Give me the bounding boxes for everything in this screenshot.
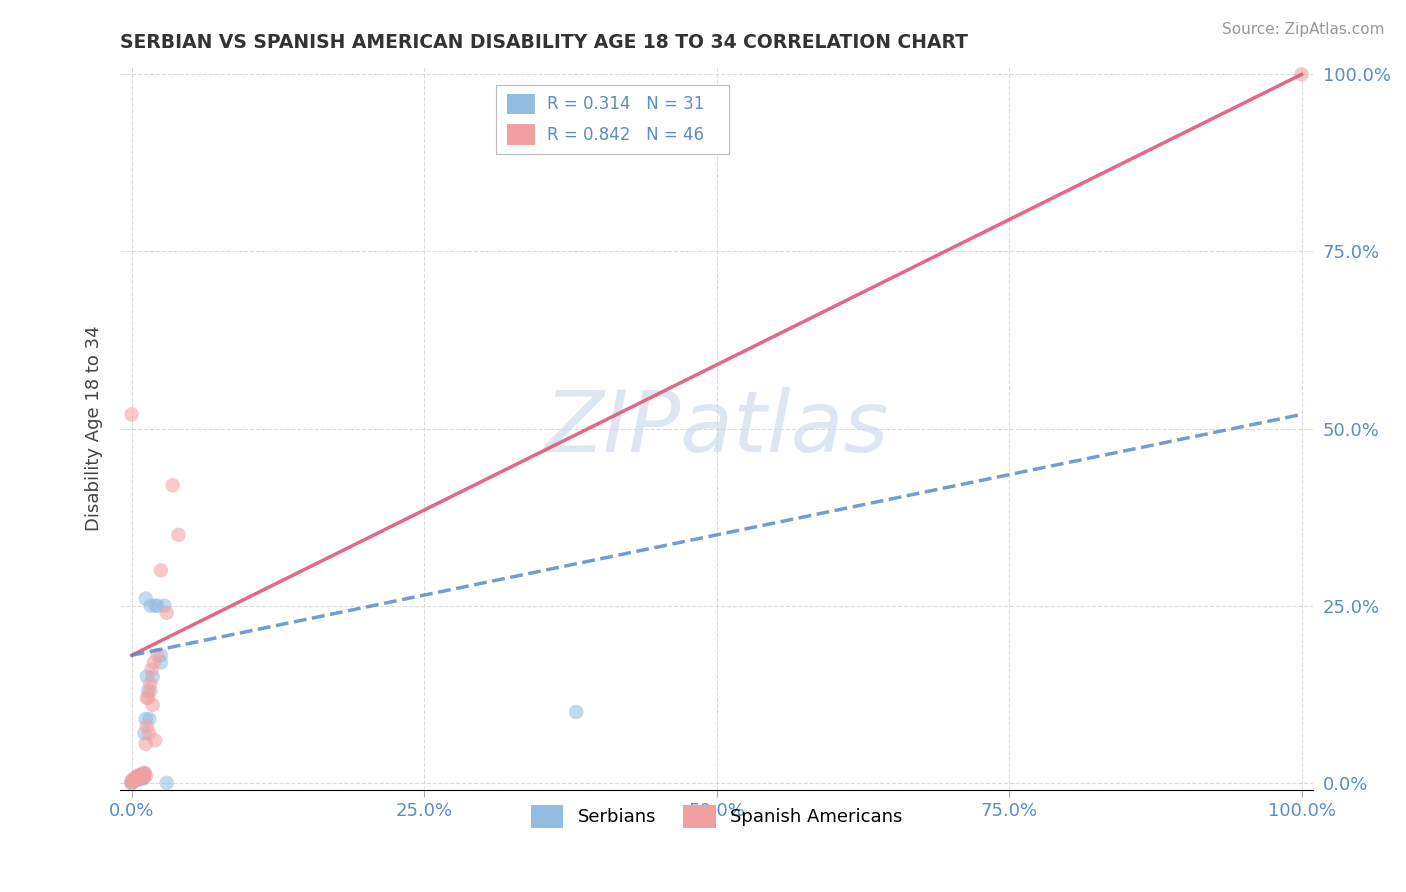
Point — [156, 606, 179, 620]
Point — [122, 772, 145, 787]
Point — [143, 733, 166, 747]
Point — [132, 767, 155, 781]
Point — [129, 770, 152, 784]
Point — [128, 772, 150, 786]
Point — [143, 599, 166, 613]
Point — [135, 719, 157, 733]
Point — [162, 478, 184, 492]
Point — [127, 772, 149, 786]
Point — [139, 599, 162, 613]
Point — [127, 772, 149, 787]
Point — [121, 773, 143, 788]
Point — [128, 772, 150, 786]
Point — [121, 776, 143, 790]
Point — [141, 663, 163, 677]
Point — [135, 712, 157, 726]
Point — [149, 563, 172, 577]
Point — [124, 772, 146, 787]
Text: ZIPatlas: ZIPatlas — [544, 387, 889, 470]
Point — [128, 769, 150, 783]
Point — [134, 726, 156, 740]
Point — [131, 770, 153, 784]
Point — [129, 771, 152, 785]
Point — [142, 656, 165, 670]
Point — [132, 766, 155, 780]
Point — [127, 769, 149, 783]
Point — [136, 690, 159, 705]
Point — [132, 771, 155, 785]
Point — [127, 770, 149, 784]
Point — [134, 766, 156, 780]
Point — [131, 767, 153, 781]
Point — [128, 771, 150, 785]
Point — [142, 669, 165, 683]
Point — [122, 773, 145, 788]
Point — [134, 765, 156, 780]
Point — [127, 772, 149, 786]
Legend: Serbians, Spanish Americans: Serbians, Spanish Americans — [523, 797, 910, 835]
Point — [153, 599, 176, 613]
Point — [124, 772, 146, 787]
Point — [565, 705, 588, 719]
Point — [138, 712, 160, 726]
Point — [149, 656, 172, 670]
Point — [125, 770, 148, 784]
Point — [135, 737, 157, 751]
Point — [125, 771, 148, 785]
Point — [146, 599, 169, 613]
Point — [121, 772, 143, 787]
Text: SERBIAN VS SPANISH AMERICAN DISABILITY AGE 18 TO 34 CORRELATION CHART: SERBIAN VS SPANISH AMERICAN DISABILITY A… — [120, 33, 967, 52]
Point — [128, 771, 150, 785]
Point — [121, 776, 143, 790]
Point — [129, 768, 152, 782]
Point — [121, 776, 143, 790]
Point — [129, 771, 152, 785]
Point — [139, 676, 162, 690]
Point — [135, 669, 157, 683]
Point — [135, 591, 157, 606]
Point — [142, 698, 165, 712]
Point — [167, 528, 190, 542]
Point — [131, 768, 153, 782]
Text: Source: ZipAtlas.com: Source: ZipAtlas.com — [1222, 22, 1385, 37]
Point — [122, 772, 145, 786]
Point — [124, 772, 146, 787]
Point — [149, 648, 172, 663]
Point — [128, 769, 150, 783]
Point — [132, 769, 155, 783]
Point — [136, 683, 159, 698]
Point — [121, 774, 143, 789]
Point — [128, 769, 150, 783]
Point — [138, 726, 160, 740]
Point — [121, 408, 143, 422]
Point — [1291, 67, 1313, 81]
Point — [129, 769, 152, 783]
Point — [128, 768, 150, 782]
Point — [146, 648, 169, 663]
Point — [135, 690, 157, 705]
Point — [125, 772, 148, 787]
Point — [156, 776, 179, 790]
Point — [135, 769, 157, 783]
Y-axis label: Disability Age 18 to 34: Disability Age 18 to 34 — [86, 326, 103, 532]
Point — [139, 683, 162, 698]
Point — [132, 772, 155, 786]
